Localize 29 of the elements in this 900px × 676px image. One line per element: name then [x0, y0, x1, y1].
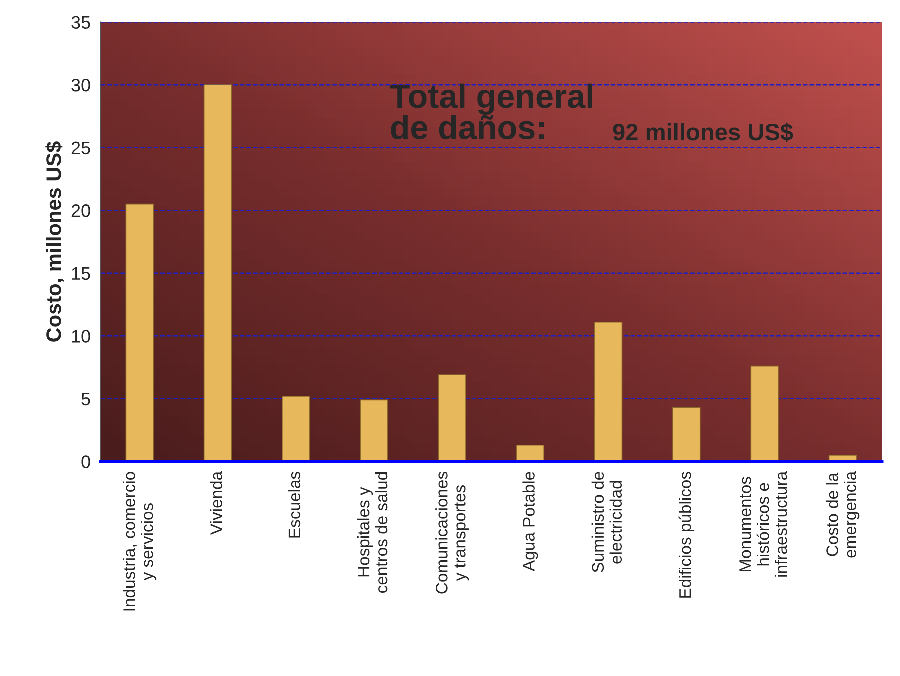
y-tick-label: 30: [72, 79, 90, 92]
bar: [594, 322, 623, 462]
y-tick-label: 10: [72, 330, 90, 343]
y-tick-label: 35: [72, 16, 90, 30]
x-tick-label: Vivienda: [210, 471, 222, 535]
annotation: Total general de daños:: [390, 84, 592, 140]
y-tick-label: 20: [72, 204, 90, 218]
x-tick-label: Hospitales y centros de salud: [357, 472, 388, 594]
bar: [438, 374, 466, 462]
y-tick-label: 25: [72, 142, 90, 155]
x-tick-label: Industria, comercio y servicios: [123, 472, 157, 611]
bar: [282, 396, 310, 462]
x-tick-label: Suministro de electricidad: [592, 472, 622, 573]
bar: [672, 407, 701, 462]
x-tick-label: Comunicaciones y transportes: [436, 472, 470, 594]
bar: [360, 400, 388, 462]
bar: [750, 366, 779, 462]
y-tick-label: 0: [82, 456, 90, 468]
y-tick-label: 15: [72, 268, 90, 280]
x-tick-label: Monumentos históricos e infraestructura: [740, 471, 788, 577]
x-tick-label: Agua Potable: [522, 472, 538, 572]
y-tick-label: 5: [82, 393, 90, 406]
bar: [204, 84, 232, 462]
x-tick-label: Costo de la emergencia: [826, 471, 860, 558]
annotation: 92 millones US$: [613, 122, 794, 142]
x-tick-label: Escuelas: [288, 472, 301, 538]
x-tick-label: Edificios públicos: [678, 472, 695, 598]
y-axis-title: Costo, millones US$: [46, 142, 64, 342]
bar: [126, 204, 154, 462]
